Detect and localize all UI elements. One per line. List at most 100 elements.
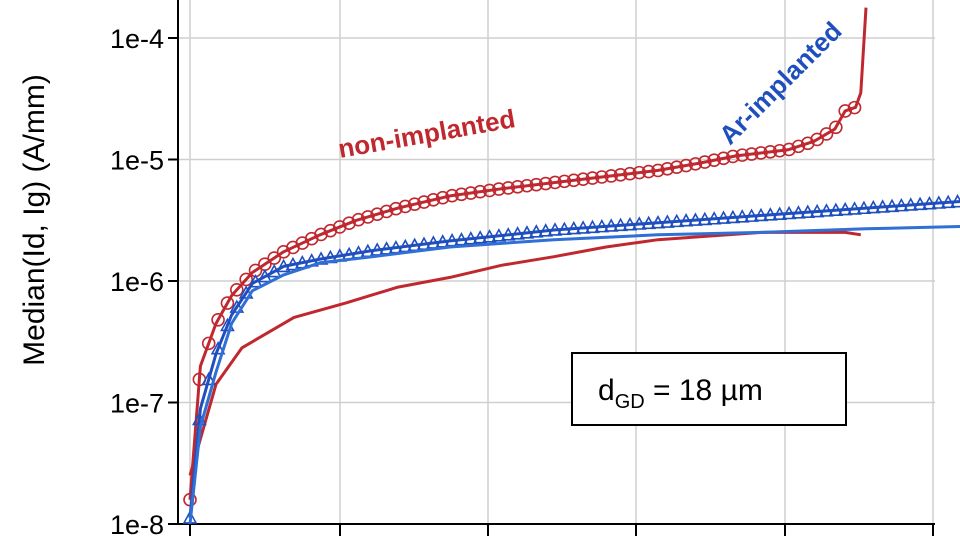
series-line [188, 7, 868, 500]
data-point-triangle [510, 226, 525, 240]
data-point-circle [463, 186, 478, 200]
data-point-circle [361, 210, 375, 224]
data-point-circle [735, 148, 750, 162]
data-point-circle [201, 336, 216, 351]
data-point-circle [529, 177, 544, 192]
data-point-circle [595, 170, 609, 184]
series-ar-implanted-id [182, 194, 960, 524]
data-point-circle [716, 151, 731, 166]
data-point-circle [697, 155, 712, 169]
series-non-implanted-id [183, 7, 868, 507]
data-point-circle [576, 172, 590, 186]
axes [168, 0, 935, 536]
data-point-circle [566, 173, 581, 188]
data-point-triangle [650, 215, 666, 229]
data-point-triangle [575, 220, 591, 234]
annotation-rest: = 18 µm [645, 374, 763, 407]
data-point-triangle [603, 218, 619, 232]
data-point-triangle [856, 200, 872, 215]
data-point-circle [819, 127, 834, 141]
data-point-circle [660, 161, 675, 176]
data-point-circle [370, 207, 385, 221]
data-point-triangle [631, 216, 647, 230]
y-axis-label: Median(Id, Ig) (A/mm) [18, 74, 51, 366]
data-point-circle [482, 183, 497, 198]
data-point-circle [800, 136, 815, 151]
data-point-circle [510, 180, 525, 194]
data-point-circle [435, 190, 450, 205]
series-ar-implanted-ig [188, 225, 960, 525]
data-point-triangle [922, 195, 937, 210]
data-point-triangle [725, 209, 741, 224]
data-point-circle [548, 175, 562, 190]
data-point-triangle [585, 219, 600, 234]
data-point-circle [847, 100, 862, 115]
data-point-circle [632, 165, 647, 180]
data-point-triangle [697, 211, 713, 226]
data-point-circle [623, 166, 637, 181]
data-point-circle [707, 153, 721, 168]
data-point-triangle [538, 223, 554, 237]
data-point-circle [379, 204, 394, 219]
data-point-triangle [641, 215, 656, 230]
y-tick-labels: 1e-8 1e-7 1e-6 1e-5 1e-4 [110, 24, 164, 540]
data-point-triangle [753, 207, 769, 222]
data-point-triangle [660, 214, 675, 228]
y-tick-label: 1e-4 [110, 24, 164, 54]
data-point-circle [398, 199, 413, 214]
y-tick-label: 1e-6 [110, 267, 164, 297]
data-point-circle [314, 227, 328, 242]
annotation-text: dGD = 18 µm [598, 374, 763, 413]
annotation-box: dGD = 18 µm [571, 352, 847, 426]
data-point-circle [407, 197, 422, 212]
data-point-triangle [744, 208, 759, 222]
data-point-circle [791, 139, 806, 154]
series-label-ar-implanted: Ar-implanted [713, 16, 848, 151]
data-point-circle [342, 216, 356, 230]
data-point-triangle [706, 211, 722, 225]
data-point-triangle [819, 203, 834, 217]
data-point-circle [220, 296, 235, 310]
data-point-triangle [229, 299, 245, 313]
data-point-triangle [519, 225, 535, 239]
data-point-circle [651, 163, 665, 178]
data-point-circle [613, 168, 628, 182]
data-point-triangle [688, 212, 703, 226]
data-point-triangle [875, 199, 890, 213]
data-point-triangle [463, 231, 479, 245]
data-point-circle [417, 195, 431, 209]
data-point-circle [838, 104, 853, 118]
data-point-circle [829, 120, 843, 135]
data-point-circle [679, 158, 693, 173]
series-line [188, 199, 960, 519]
y-tick-label: 1e-7 [110, 389, 164, 419]
data-point-triangle [557, 221, 572, 236]
data-point-circle [332, 220, 347, 234]
data-point-circle [557, 174, 572, 189]
data-point-circle [782, 142, 796, 157]
data-point-triangle [285, 256, 301, 271]
data-point-triangle [472, 230, 488, 244]
data-point-triangle [678, 213, 694, 227]
data-point-triangle [734, 209, 750, 223]
data-point-circle [389, 201, 403, 216]
data-point-triangle [847, 201, 862, 215]
data-point-circle [323, 223, 338, 238]
data-point-circle [585, 171, 600, 185]
data-point-circle [763, 145, 778, 159]
data-point-triangle [528, 224, 544, 238]
data-point-triangle [950, 194, 960, 208]
series-label-non-implanted: non-implanted [336, 103, 518, 164]
data-point-circle [520, 178, 534, 193]
data-point-triangle [547, 222, 563, 236]
data-point-circle [473, 184, 487, 199]
data-point-triangle [781, 205, 797, 220]
annotation-subscript: GD [615, 391, 645, 413]
data-point-circle [772, 143, 787, 158]
data-point-circle [744, 147, 759, 161]
data-point-triangle [884, 198, 900, 213]
data-point-circle [501, 181, 516, 195]
data-point-triangle [940, 194, 956, 209]
data-point-triangle [931, 195, 947, 209]
